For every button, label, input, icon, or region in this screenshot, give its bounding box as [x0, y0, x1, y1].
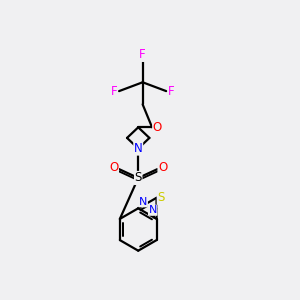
Text: O: O — [109, 161, 119, 174]
Text: N: N — [134, 142, 142, 155]
Text: F: F — [110, 85, 117, 98]
Text: S: S — [134, 172, 142, 184]
Text: F: F — [168, 85, 175, 98]
Text: O: O — [158, 161, 167, 174]
Text: N: N — [139, 197, 147, 207]
Text: F: F — [139, 48, 146, 62]
Text: N: N — [148, 205, 157, 215]
Text: S: S — [157, 191, 165, 204]
Text: O: O — [153, 121, 162, 134]
